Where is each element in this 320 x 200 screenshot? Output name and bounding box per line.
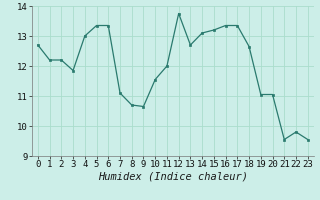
X-axis label: Humidex (Indice chaleur): Humidex (Indice chaleur): [98, 172, 248, 182]
